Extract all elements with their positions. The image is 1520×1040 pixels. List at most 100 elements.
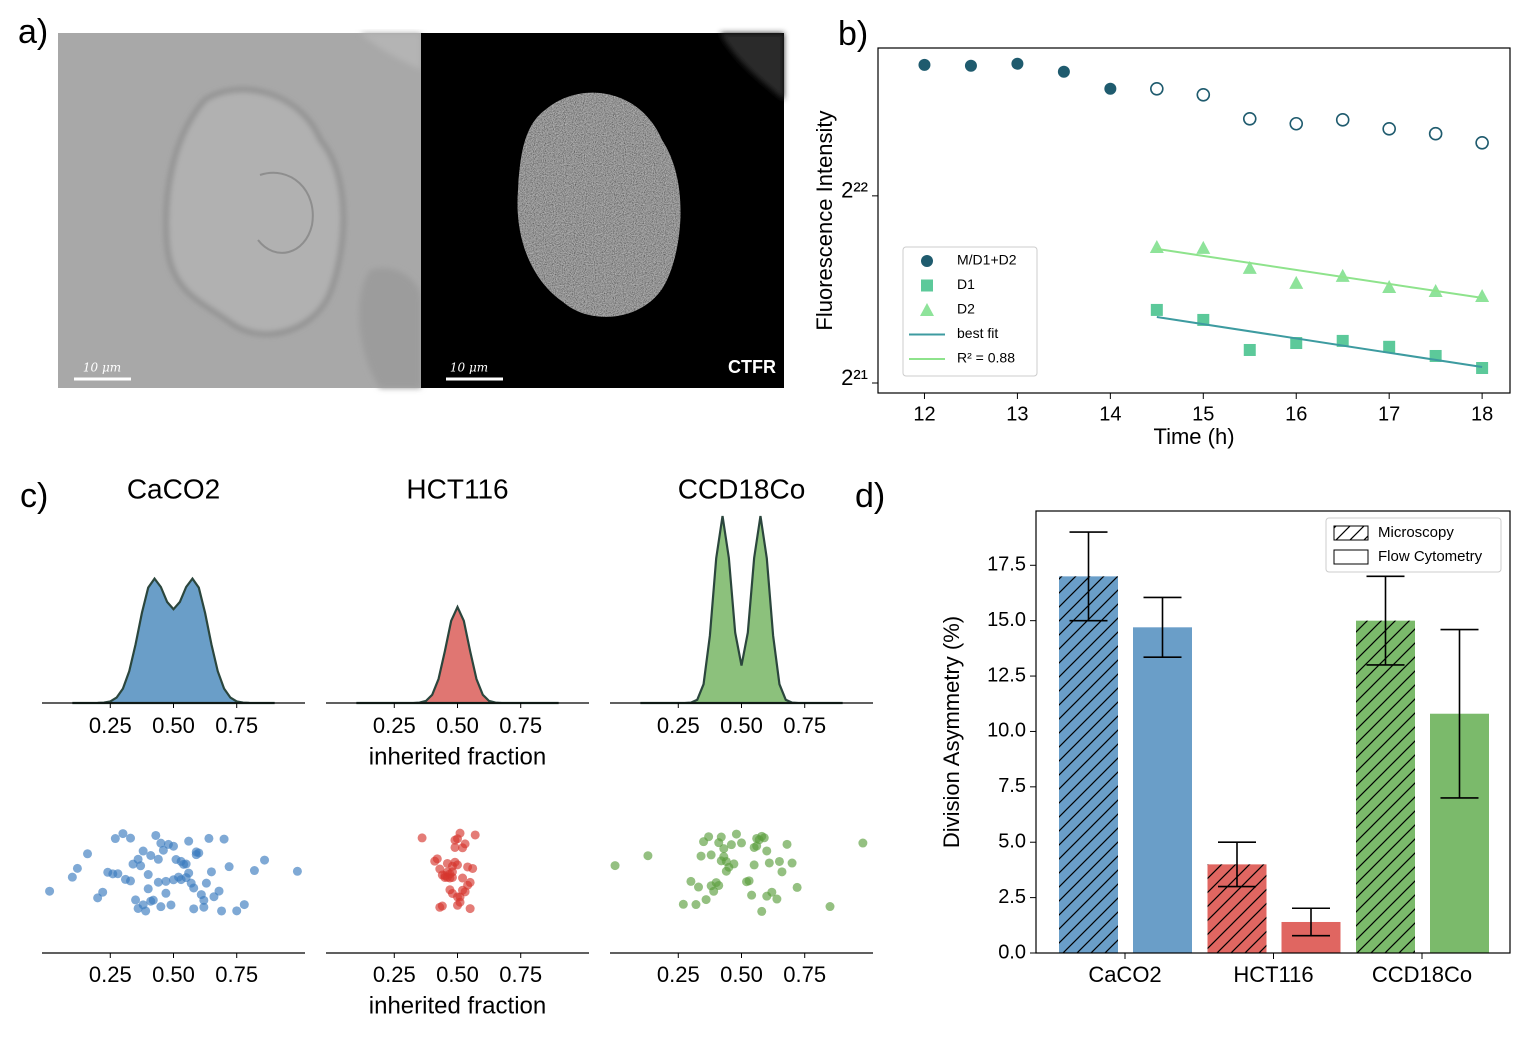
strip-point bbox=[138, 846, 148, 856]
y-tick-label: 7.5 bbox=[998, 775, 1026, 797]
data-point bbox=[964, 59, 977, 72]
strip-point bbox=[706, 850, 716, 860]
y-tick-label: 2²¹ bbox=[841, 365, 868, 390]
strip-point bbox=[678, 899, 688, 909]
strip-point bbox=[719, 844, 729, 854]
strip-point bbox=[83, 849, 93, 859]
legend-label: Flow Cytometry bbox=[1378, 548, 1483, 565]
strip-point bbox=[239, 900, 249, 910]
x-tick-label: 13 bbox=[1006, 403, 1028, 425]
strip-point bbox=[694, 882, 704, 892]
strip-point bbox=[217, 906, 227, 916]
legend-box bbox=[902, 246, 1038, 377]
strip-point bbox=[686, 876, 696, 886]
neighbor-cell bbox=[359, 268, 421, 388]
x-tick-label: 17 bbox=[1378, 403, 1400, 425]
strip-point bbox=[460, 839, 470, 849]
legend-label: D1 bbox=[957, 276, 975, 292]
strip-point bbox=[110, 834, 120, 844]
data-point bbox=[1289, 116, 1304, 131]
strip-point bbox=[98, 887, 108, 897]
strip-point bbox=[166, 900, 176, 910]
strip-point bbox=[126, 876, 136, 886]
fit-line bbox=[1156, 247, 1483, 299]
strip-point bbox=[214, 886, 224, 896]
legend-label: D2 bbox=[957, 301, 975, 317]
strip-point bbox=[704, 832, 714, 842]
strip-point bbox=[432, 854, 442, 864]
strip-point bbox=[151, 830, 161, 840]
strip-point bbox=[206, 867, 216, 877]
strip-point bbox=[774, 856, 784, 866]
x-tick-label: 0.50 bbox=[720, 713, 763, 738]
cell-edge bbox=[257, 171, 314, 254]
strip-point bbox=[445, 885, 455, 895]
fit-line bbox=[1156, 316, 1483, 369]
strip-point bbox=[184, 868, 194, 878]
data-point bbox=[1242, 260, 1257, 274]
cell-fluorescence bbox=[517, 92, 681, 317]
y-tick-label: 2.5 bbox=[998, 886, 1026, 908]
strip-point bbox=[169, 841, 178, 851]
panel-title: HCT116 bbox=[406, 473, 508, 504]
strip-point bbox=[465, 877, 475, 887]
strip-point bbox=[792, 882, 802, 892]
strip-point bbox=[131, 895, 141, 905]
legend-label: R² = 0.88 bbox=[957, 350, 1015, 366]
strip-point bbox=[777, 867, 787, 877]
strip-point bbox=[437, 901, 447, 911]
strip-point bbox=[458, 885, 468, 895]
cell bbox=[164, 88, 345, 336]
x-tick-label: 0.75 bbox=[215, 962, 258, 987]
strip-point bbox=[731, 829, 741, 839]
x-tick-label: 12 bbox=[913, 403, 935, 425]
x-tick-label: CCD18Co bbox=[1372, 962, 1472, 987]
strip-point bbox=[156, 838, 166, 848]
y-tick-label: 17.5 bbox=[987, 554, 1026, 576]
strip-point bbox=[440, 871, 450, 881]
y-tick-label: 15.0 bbox=[987, 609, 1026, 631]
data-point bbox=[1335, 268, 1350, 282]
legend-swatch bbox=[921, 255, 933, 267]
legend-box bbox=[1325, 517, 1502, 573]
strip-point bbox=[153, 854, 163, 864]
data-point bbox=[1289, 275, 1304, 289]
strip-point bbox=[465, 904, 475, 914]
strip-point bbox=[143, 884, 153, 894]
strip-point bbox=[747, 890, 757, 900]
strip-point bbox=[767, 887, 777, 897]
strip-point bbox=[184, 836, 194, 846]
strip-point bbox=[224, 862, 234, 872]
strip-point bbox=[757, 906, 767, 916]
strip-point bbox=[764, 858, 774, 868]
data-point bbox=[1475, 288, 1490, 302]
data-point bbox=[1382, 122, 1396, 136]
x-tick-label: 0.25 bbox=[373, 713, 416, 738]
x-tick-label: 0.75 bbox=[499, 962, 542, 987]
strip-point bbox=[176, 875, 186, 885]
data-point bbox=[1336, 334, 1349, 347]
data-point bbox=[1475, 135, 1489, 150]
strip-point bbox=[757, 831, 767, 841]
data-point bbox=[1057, 65, 1070, 78]
strip-point bbox=[156, 902, 166, 912]
legend-label: M/D1+D2 bbox=[957, 252, 1017, 268]
strip-point bbox=[729, 859, 739, 869]
x-tick-label: HCT116 bbox=[1233, 962, 1313, 987]
strip-point bbox=[716, 832, 726, 842]
data-point bbox=[918, 58, 931, 71]
strip-point bbox=[455, 828, 465, 838]
density-area bbox=[640, 515, 843, 705]
strip-point bbox=[447, 861, 457, 871]
strip-point bbox=[199, 895, 209, 905]
data-point bbox=[1290, 337, 1303, 350]
plot-frame bbox=[1035, 510, 1511, 954]
data-point bbox=[1196, 87, 1211, 102]
strip-point bbox=[189, 904, 199, 914]
y-axis-label: Fluorescence Intensity bbox=[812, 110, 837, 330]
strip-point bbox=[161, 888, 171, 898]
bar-hatch bbox=[1356, 620, 1415, 953]
strip-point bbox=[643, 851, 653, 861]
density-area bbox=[72, 576, 275, 705]
